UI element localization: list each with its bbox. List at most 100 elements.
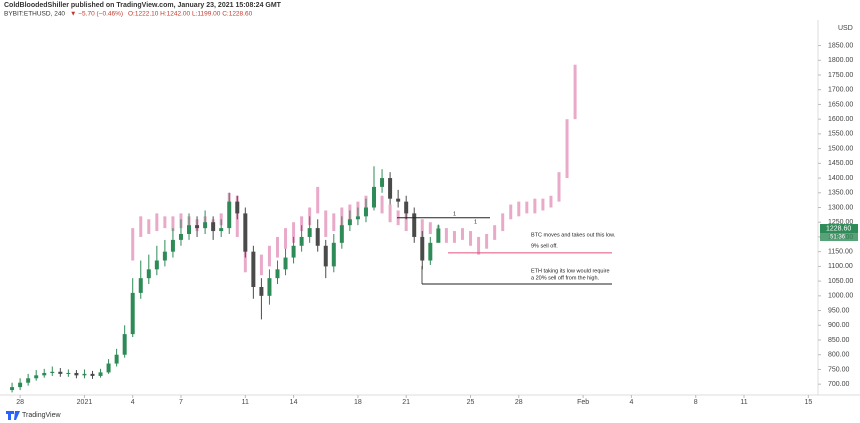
candle-body bbox=[372, 186, 377, 208]
overlay-bar bbox=[485, 234, 489, 249]
candle-body bbox=[130, 292, 135, 335]
candle-body bbox=[267, 278, 272, 296]
candle-body bbox=[98, 372, 103, 376]
x-tick-label: 18 bbox=[354, 399, 362, 406]
candle-body bbox=[251, 251, 256, 287]
x-tick-label: 11 bbox=[740, 399, 747, 406]
candle-body bbox=[122, 334, 127, 355]
y-tick-label: 1350.00 bbox=[828, 190, 853, 197]
candle-body bbox=[299, 236, 304, 246]
x-tick-label: 4 bbox=[131, 399, 135, 406]
overlay-bar bbox=[316, 186, 320, 214]
overlay-bar bbox=[549, 195, 553, 208]
countdown-tag bbox=[820, 233, 858, 242]
overlay-bar bbox=[428, 222, 432, 234]
y-tick-label: 1250.00 bbox=[828, 219, 853, 226]
overlay-bar bbox=[147, 219, 151, 234]
x-tick-label: Feb bbox=[577, 399, 589, 406]
overlay-bar bbox=[533, 198, 537, 214]
y-tick-label: 800.00 bbox=[828, 352, 850, 359]
x-tick-label: 21 bbox=[402, 399, 410, 406]
plot bbox=[10, 64, 577, 393]
candle-body bbox=[162, 251, 167, 261]
candle-body bbox=[90, 373, 95, 376]
overlay-bar bbox=[469, 231, 473, 246]
candle-body bbox=[42, 372, 47, 376]
candle-body bbox=[396, 198, 401, 202]
candle-body bbox=[203, 222, 208, 229]
candle-body bbox=[138, 278, 143, 293]
overlay-bar bbox=[131, 228, 135, 261]
y-tick-label: 1650.00 bbox=[828, 101, 853, 108]
overlay-bar bbox=[171, 216, 175, 232]
candle-body bbox=[18, 382, 23, 388]
y-tick-label: 850.00 bbox=[828, 337, 850, 344]
y-tick-label: 1400.00 bbox=[828, 175, 853, 182]
y-tick-label: 1500.00 bbox=[828, 145, 853, 152]
countdown: 51:36 bbox=[830, 235, 846, 241]
candle-body bbox=[106, 363, 111, 373]
brand: TradingView bbox=[22, 412, 61, 419]
candle-body bbox=[170, 239, 175, 252]
author-line: ColdBloodedShiller published on TradingV… bbox=[4, 2, 282, 9]
candle-body bbox=[404, 201, 409, 214]
candle-body bbox=[211, 222, 216, 232]
candle-body bbox=[26, 378, 31, 383]
y-tick-label: 1850.00 bbox=[828, 42, 853, 49]
overlay-bar bbox=[460, 228, 464, 240]
annotation-text: 1 bbox=[453, 211, 456, 217]
y-tick-label: 1300.00 bbox=[828, 204, 853, 211]
overlay-bar bbox=[404, 213, 408, 232]
y-tick-label: 1750.00 bbox=[828, 72, 853, 79]
candle-body bbox=[339, 225, 344, 243]
y-tick-label: 1150.00 bbox=[828, 249, 853, 256]
annotation-text: 1 bbox=[474, 219, 477, 225]
candle-body bbox=[436, 228, 441, 243]
x-tick-label: 4 bbox=[629, 399, 633, 406]
last-price-tag bbox=[820, 224, 858, 234]
overlay-bar bbox=[332, 213, 336, 232]
x-tick-label: 25 bbox=[467, 399, 475, 406]
overlay-bar bbox=[541, 198, 545, 211]
y-tick-label: 950.00 bbox=[828, 307, 850, 314]
candle-body bbox=[315, 228, 320, 246]
candle-body bbox=[347, 219, 352, 226]
annotation-text: a 20% sell off from the high. bbox=[531, 275, 600, 281]
candle-body bbox=[428, 242, 433, 261]
y-tick-label: 1800.00 bbox=[828, 57, 853, 64]
y-tick-label: 1700.00 bbox=[828, 87, 853, 94]
overlay-bar bbox=[275, 236, 279, 258]
overlay-bar bbox=[163, 216, 167, 229]
symbol: BYBIT:ETHUSD, 240 bbox=[4, 11, 65, 18]
overlay-bar bbox=[300, 216, 304, 232]
candle-body bbox=[82, 373, 87, 376]
candle-body bbox=[323, 245, 328, 267]
candle-body bbox=[219, 228, 224, 232]
y-tick-label: 1100.00 bbox=[828, 263, 853, 270]
candle-body bbox=[243, 213, 248, 252]
candle-body bbox=[227, 201, 232, 229]
y-tick-label: 1450.00 bbox=[828, 160, 853, 167]
overlay-bar bbox=[139, 216, 143, 237]
candle-body bbox=[235, 201, 240, 214]
y-axis-label: USD bbox=[838, 25, 853, 32]
overlay-bar bbox=[420, 219, 424, 237]
change: ▼ −5.70 (−0.46%) bbox=[70, 11, 123, 18]
candle-body bbox=[187, 225, 192, 234]
overlay-bar bbox=[493, 225, 497, 240]
candle-body bbox=[355, 216, 360, 220]
overlay-bar bbox=[557, 172, 561, 202]
candle-body bbox=[114, 354, 119, 364]
candle-body bbox=[259, 287, 264, 296]
overlay-bar bbox=[509, 204, 513, 220]
y-tick-label: 1000.00 bbox=[828, 293, 853, 300]
overlay-bar bbox=[324, 210, 328, 237]
candle-body bbox=[74, 372, 79, 376]
overlay-bar bbox=[259, 254, 263, 276]
brand-logo bbox=[6, 411, 20, 420]
candle-body bbox=[146, 269, 151, 279]
last-price-label: 1228.60 bbox=[826, 225, 851, 232]
x-tick-label: 7 bbox=[179, 399, 183, 406]
